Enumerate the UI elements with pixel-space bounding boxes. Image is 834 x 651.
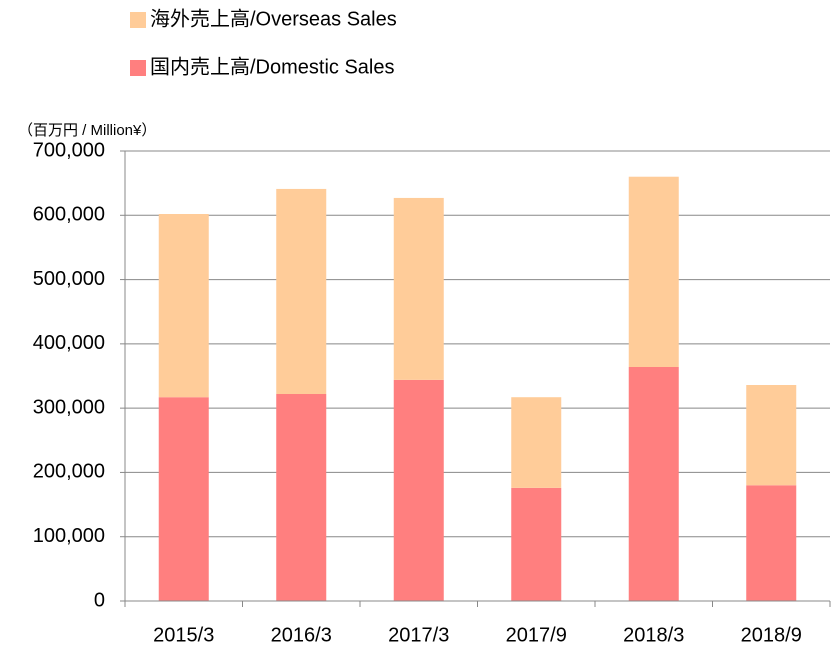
unit-label: （百万円 / Million¥）: [18, 122, 156, 139]
x-tick-label: 2017/9: [506, 624, 567, 646]
bar-segment: [746, 385, 797, 486]
y-tick-label: 400,000: [33, 332, 105, 354]
bar-segment: [393, 379, 444, 601]
y-tick-label: 0: [94, 589, 105, 611]
legend-swatch: [130, 12, 146, 28]
x-tick-label: 2018/3: [623, 624, 684, 646]
y-tick-label: 500,000: [33, 268, 105, 290]
bar-segment: [511, 397, 562, 488]
bar-segment: [511, 487, 562, 601]
legend-label: 海外売上高/Overseas Sales: [150, 7, 397, 30]
x-tick-label: 2018/9: [741, 624, 802, 646]
bar-segment: [746, 485, 797, 601]
bar-segment: [393, 197, 444, 380]
y-tick-label: 200,000: [33, 461, 105, 483]
y-tick-label: 700,000: [33, 139, 105, 161]
x-tick-label: 2017/3: [388, 624, 449, 646]
legend-swatch: [130, 60, 146, 76]
bar-segment: [628, 367, 679, 601]
y-tick-label: 600,000: [33, 204, 105, 226]
y-tick-label: 100,000: [33, 525, 105, 547]
x-tick-label: 2016/3: [271, 624, 332, 646]
y-tick-label: 300,000: [33, 396, 105, 418]
bar-segment: [276, 188, 327, 394]
x-tick-label: 2015/3: [153, 624, 214, 646]
bar-segment: [158, 397, 209, 601]
bar-segment: [158, 214, 209, 398]
legend-label: 国内売上高/Domestic Sales: [150, 55, 395, 78]
bar-segment: [276, 394, 327, 601]
bar-segment: [628, 176, 679, 367]
